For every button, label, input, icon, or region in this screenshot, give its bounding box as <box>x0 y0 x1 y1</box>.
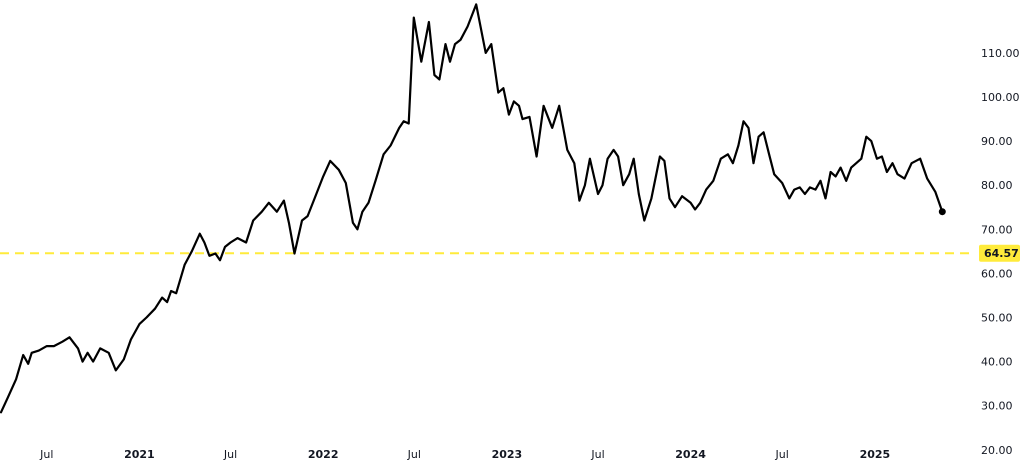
x-tick-label: Jul <box>39 448 53 461</box>
y-tick-label: 30.00 <box>981 400 1013 413</box>
x-tick-label: Jul <box>775 448 789 461</box>
y-tick-label: 60.00 <box>981 267 1013 280</box>
current-price-label: 64.57 <box>984 247 1019 260</box>
y-tick-label: 40.00 <box>981 356 1013 369</box>
y-tick-label: 20.00 <box>981 444 1013 457</box>
price-series-line <box>0 3 944 414</box>
x-tick-label: 2021 <box>124 448 155 461</box>
y-tick-label: 50.00 <box>981 312 1013 325</box>
x-tick-label: 2022 <box>308 448 339 461</box>
x-tick-label: Jul <box>223 448 237 461</box>
y-tick-label: 90.00 <box>981 135 1013 148</box>
x-tick-label: 2024 <box>675 448 706 461</box>
y-tick-label: 70.00 <box>981 223 1013 236</box>
current-price-badge: 64.57 <box>979 244 1020 262</box>
y-tick-label: 110.00 <box>981 47 1020 60</box>
last-price-dot <box>938 208 946 216</box>
x-tick-label: Jul <box>407 448 421 461</box>
x-tick-label: Jul <box>590 448 604 461</box>
y-tick-label: 100.00 <box>981 91 1020 104</box>
x-axis: Jul 2021 Jul 2022 Jul 2023 Jul 2024 Jul 2025 <box>39 448 890 461</box>
y-tick-label: 80.00 <box>981 179 1013 192</box>
current-price-badge-bg <box>979 244 1020 262</box>
x-tick-label: 2025 <box>860 448 891 461</box>
y-axis: 20.00 30.00 40.00 50.00 60.00 70.00 80.00 90.00… <box>981 47 1020 457</box>
x-tick-label: 2023 <box>492 448 523 461</box>
